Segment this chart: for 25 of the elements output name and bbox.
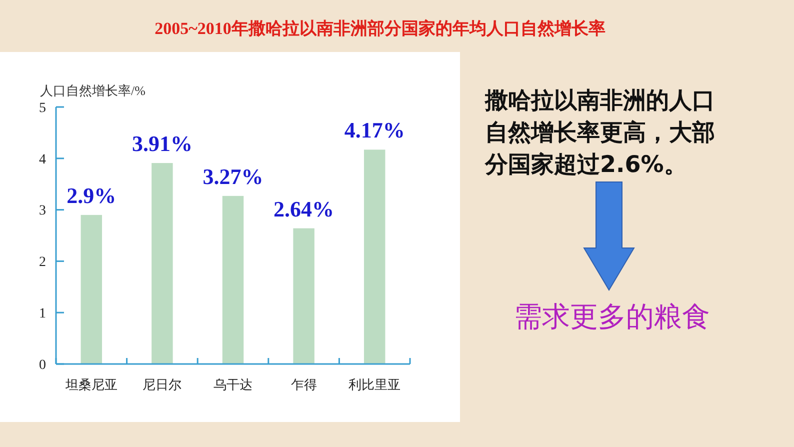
bar <box>293 228 314 364</box>
chart-title: 2005~2010年撒哈拉以南非洲部分国家的年均人口自然增长率 <box>154 19 606 38</box>
text: 撒哈拉以南非洲的人口自然增长率更高，大部分国家超过2.6%。 <box>484 88 715 178</box>
text: 需求更多的粮食 <box>514 300 710 333</box>
data-label: 3.91% <box>132 131 192 156</box>
x-tick-label: 乍得 <box>290 377 317 392</box>
y-axis-title: 人口自然增长率/% <box>40 83 146 98</box>
x-tick-label: 尼日尔 <box>142 377 182 392</box>
bar <box>80 214 102 364</box>
bar <box>364 150 386 364</box>
bar <box>152 163 173 364</box>
data-label: 4.17% <box>344 118 405 143</box>
data-label: 2.64% <box>274 196 334 222</box>
y-tick-label: 2 <box>39 255 46 270</box>
data-label: 3.27% <box>202 164 264 189</box>
data-label: 2.9% <box>66 182 116 208</box>
y-tick-label: 3 <box>39 204 46 219</box>
y-tick-label: 4 <box>39 152 46 168</box>
y-tick-label: 0 <box>39 358 46 373</box>
y-tick-label: 1 <box>39 306 46 322</box>
x-tick-label: 利比里亚 <box>348 377 401 392</box>
x-tick-label: 坦桑尼亚 <box>64 377 118 392</box>
bar <box>222 196 244 364</box>
x-tick-label: 乌干达 <box>214 377 252 392</box>
y-tick-label: 5 <box>39 100 46 116</box>
